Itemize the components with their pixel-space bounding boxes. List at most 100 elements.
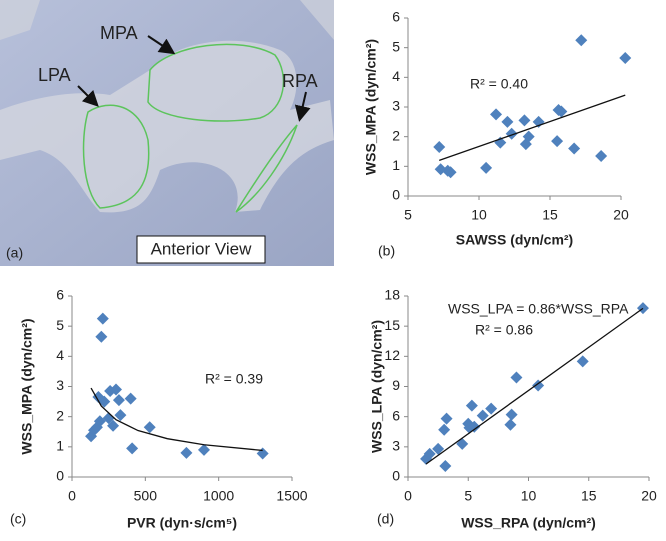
point	[576, 355, 589, 368]
x-tick-label: 5	[464, 488, 472, 504]
y-tick-label: 5	[56, 317, 64, 333]
lpa-outline	[82, 104, 150, 209]
point	[575, 34, 588, 47]
arrow	[147, 35, 176, 55]
annotation: R² = 0.40	[470, 76, 528, 92]
y-tick-label: 3	[392, 438, 400, 454]
point	[96, 312, 109, 325]
caption: (b)	[378, 243, 395, 259]
point	[180, 446, 193, 459]
arrow	[294, 91, 311, 122]
x-axis-label: PVR (dyn·s/cm⁵)	[127, 515, 237, 531]
y-tick-label: 2	[392, 127, 400, 143]
arrow	[77, 85, 99, 107]
label-rpa: RPA	[282, 71, 318, 91]
x-tick-label: 20	[641, 488, 657, 504]
point	[518, 114, 531, 127]
y-tick-label: 6	[392, 407, 400, 423]
y-tick-label: 6	[56, 287, 64, 303]
label-mpa: MPA	[100, 23, 138, 43]
y-tick-label: 3	[392, 98, 400, 114]
point	[110, 383, 122, 396]
annotation: R² = 0.39	[205, 371, 263, 387]
trendline	[439, 94, 626, 162]
x-tick-label: 0	[68, 488, 76, 504]
point	[595, 149, 608, 162]
point	[95, 330, 108, 343]
x-tick-label: 1000	[203, 488, 234, 504]
y-tick-label: 1	[56, 438, 64, 454]
x-tick-label: 15	[542, 207, 558, 223]
x-tick-label: 20	[613, 207, 629, 223]
point	[619, 52, 632, 65]
point	[510, 371, 523, 384]
caption: (d)	[377, 511, 394, 527]
point	[256, 447, 269, 460]
point	[555, 105, 568, 118]
point	[532, 379, 545, 392]
y-tick-label: 12	[384, 347, 400, 363]
point	[636, 302, 649, 315]
point	[505, 408, 518, 421]
point	[124, 392, 137, 405]
annotation: WSS_LPA = 0.86*WSS_RPA	[448, 301, 629, 317]
y-tick-label: 15	[384, 317, 400, 333]
y-tick-label: 0	[392, 468, 400, 484]
y-tick-label: 2	[56, 407, 64, 423]
view-label: Anterior View	[151, 239, 253, 258]
point	[551, 135, 564, 148]
y-tick-label: 4	[56, 347, 64, 363]
label-lpa: LPA	[38, 65, 71, 85]
rpa-outline	[235, 124, 298, 213]
y-tick-label: 18	[384, 287, 400, 303]
annotation: R² = 0.86	[475, 322, 533, 338]
point	[423, 447, 436, 460]
panel-a: MPA LPA RPA Anterior View (a)	[0, 0, 334, 266]
x-tick-label: 15	[581, 488, 597, 504]
vessel-branch	[0, 0, 334, 40]
x-tick-label: 1500	[276, 488, 307, 504]
y-tick-label: 5	[392, 38, 400, 54]
y-tick-label: 0	[56, 468, 64, 484]
mpa-outline	[147, 43, 285, 122]
x-tick-label: 5	[404, 207, 412, 223]
y-tick-label: 6	[392, 9, 400, 25]
point	[468, 420, 481, 433]
point	[114, 409, 127, 422]
point	[456, 437, 469, 450]
point	[107, 419, 120, 432]
point	[440, 412, 453, 425]
trendline	[425, 307, 644, 465]
vessel	[0, 40, 334, 213]
y-axis-label: WSS_MPA (dyn/cm²)	[19, 318, 35, 454]
y-tick-label: 3	[56, 377, 64, 393]
point	[444, 166, 457, 179]
x-tick-label: 10	[471, 207, 487, 223]
y-tick-label: 1	[392, 157, 400, 173]
point	[501, 115, 514, 128]
point	[568, 142, 581, 155]
point	[504, 418, 517, 431]
point	[198, 443, 210, 456]
point	[480, 161, 493, 174]
point	[476, 409, 489, 422]
point	[143, 421, 156, 434]
x-tick-label: 10	[521, 488, 537, 504]
point	[439, 459, 452, 472]
x-axis-label: SAWSS (dyn/cm²)	[456, 232, 573, 248]
point	[522, 130, 535, 143]
y-tick-label: 4	[392, 68, 400, 84]
point	[490, 108, 503, 121]
point	[485, 402, 498, 415]
point	[126, 442, 139, 455]
caption: (a)	[6, 245, 23, 261]
point	[438, 423, 451, 436]
trendline	[90, 387, 263, 452]
x-tick-label: 0	[404, 488, 412, 504]
point	[112, 394, 125, 407]
y-axis-label: WSS_MPA (dyn/cm²)	[363, 39, 379, 175]
point	[98, 395, 111, 408]
point	[433, 141, 446, 154]
y-tick-label: 9	[392, 377, 400, 393]
